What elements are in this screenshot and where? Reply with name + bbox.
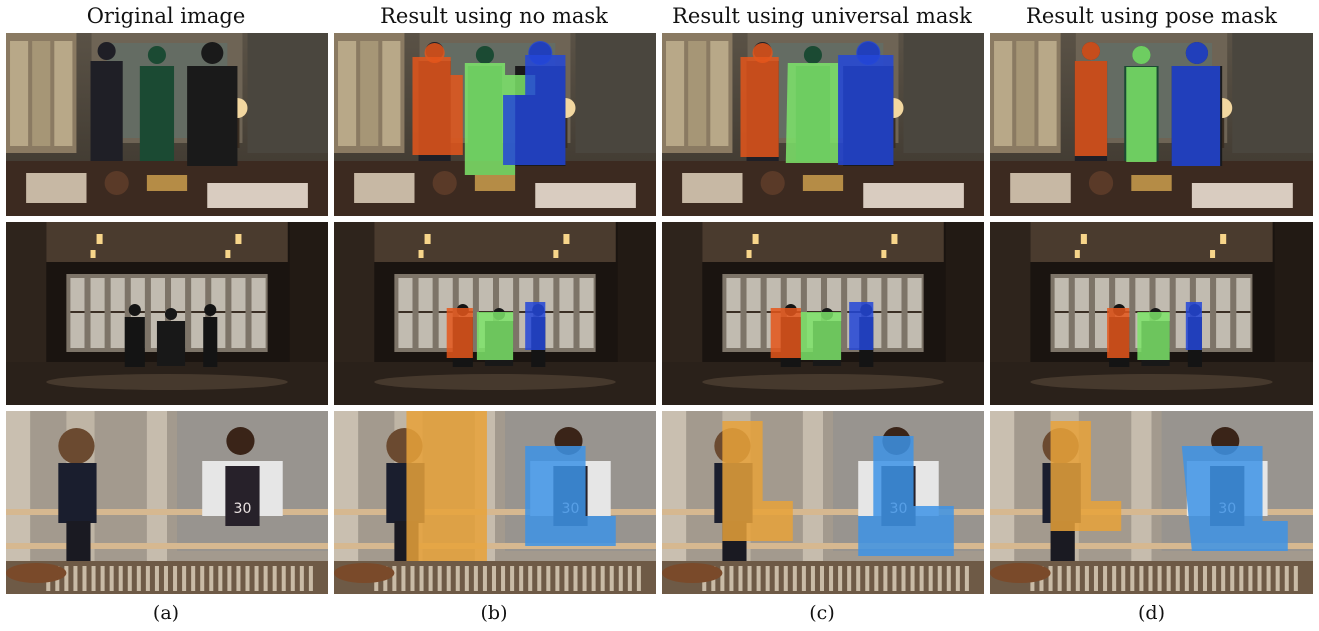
mask-person-2 [1137, 312, 1170, 360]
column-title-b: Result using no mask [380, 4, 608, 28]
image-hall-three-people-pose [990, 222, 1313, 405]
image-office-three-people-box [334, 33, 656, 216]
image-railing-two-people-universal: 30 [662, 411, 984, 594]
person-2 [139, 46, 175, 161]
mask-person-3 [1185, 302, 1202, 350]
mask-person-2 [476, 312, 514, 360]
mask-person-1 [722, 421, 793, 541]
mask-person-1 [446, 308, 473, 358]
subfigure-label-c: (c) [809, 602, 835, 624]
mask-person-2 [525, 446, 616, 546]
column-title-d: Result using pose mask [1026, 4, 1277, 28]
jersey-number: 30 [234, 501, 252, 517]
mask-person-3 [503, 55, 566, 165]
image-office-three-people-universal [662, 33, 984, 216]
image-railing-two-people-box: 30 [334, 411, 656, 594]
subfigure-label-a: (a) [152, 602, 180, 624]
mask-person-3 [838, 55, 894, 165]
mask-person-2 [858, 436, 954, 556]
image-office-three-people-pose [990, 33, 1313, 216]
mask-person-1 [412, 57, 463, 155]
person-3 [187, 42, 238, 166]
mask-person-3 [525, 302, 546, 350]
image-railing-two-people-pose: 30 [990, 411, 1313, 594]
image-hall-three-people-universal [662, 222, 984, 405]
mask-person-3 [1171, 66, 1221, 166]
mask-person-3 [849, 302, 874, 350]
mask-person-1 [770, 308, 801, 358]
mask-person-1 [1050, 421, 1122, 531]
mask-person-1 [1074, 61, 1108, 156]
image-hall-three-people-box [334, 222, 656, 405]
mask-person-2 [785, 63, 839, 163]
mask-person-2 [1126, 67, 1157, 162]
image-office-three-people-none [6, 33, 328, 216]
mask-person-2 [800, 312, 842, 360]
person-1 [90, 42, 123, 161]
subfigure-label-d: (d) [1138, 602, 1165, 624]
mask-person-1 [740, 57, 779, 157]
column-title-a: Original image [86, 4, 246, 28]
image-railing-two-people-none: 30 [6, 411, 328, 594]
image-hall-three-people-none [6, 222, 328, 405]
subfigure-label-b: (b) [480, 602, 508, 624]
mask-person-1 [406, 411, 487, 561]
mask-person-2 [464, 63, 536, 175]
mask-person-1 [1107, 308, 1130, 358]
column-title-c: Result using universal mask [672, 4, 972, 28]
mask-person-2 [1181, 446, 1288, 551]
